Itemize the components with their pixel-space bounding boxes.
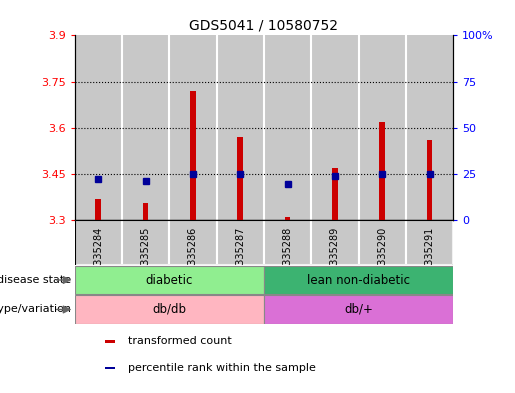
Bar [406,35,453,220]
Text: transformed count: transformed count [128,336,231,346]
Text: GSM1335285: GSM1335285 [141,227,151,292]
Text: GSM1335288: GSM1335288 [283,227,293,292]
Bar [237,137,243,220]
Bar [406,220,453,265]
Bar [358,220,406,265]
Bar [95,198,101,220]
Bar [143,203,148,220]
Bar [311,220,358,265]
Text: GSM1335290: GSM1335290 [377,227,387,292]
Bar [380,121,385,220]
Text: GSM1335284: GSM1335284 [93,227,104,292]
Bar [75,296,264,324]
Bar [105,367,115,369]
Bar [264,296,453,324]
Bar [217,35,264,220]
Text: lean non-diabetic: lean non-diabetic [307,274,410,286]
Bar [358,35,406,220]
Bar [105,340,115,343]
Bar [75,35,122,220]
Bar [332,168,338,220]
Bar [122,220,169,265]
Bar [169,35,217,220]
Title: GDS5041 / 10580752: GDS5041 / 10580752 [190,19,338,33]
Bar [264,266,453,294]
Text: GSM1335287: GSM1335287 [235,227,245,292]
Bar [264,220,311,265]
Bar [427,140,433,220]
Text: percentile rank within the sample: percentile rank within the sample [128,363,316,373]
Text: GSM1335286: GSM1335286 [188,227,198,292]
Text: GSM1335289: GSM1335289 [330,227,340,292]
Bar [190,91,196,220]
Bar [169,220,217,265]
Bar [311,35,358,220]
Bar [75,220,122,265]
Text: disease state: disease state [0,275,71,285]
Text: genotype/variation: genotype/variation [0,305,71,314]
Bar [75,266,264,294]
Text: db/db: db/db [152,303,186,316]
Text: db/+: db/+ [344,303,373,316]
Text: diabetic: diabetic [146,274,193,286]
Bar [285,217,290,220]
Bar [264,35,311,220]
Bar [122,35,169,220]
Bar [217,220,264,265]
Text: GSM1335291: GSM1335291 [424,227,435,292]
